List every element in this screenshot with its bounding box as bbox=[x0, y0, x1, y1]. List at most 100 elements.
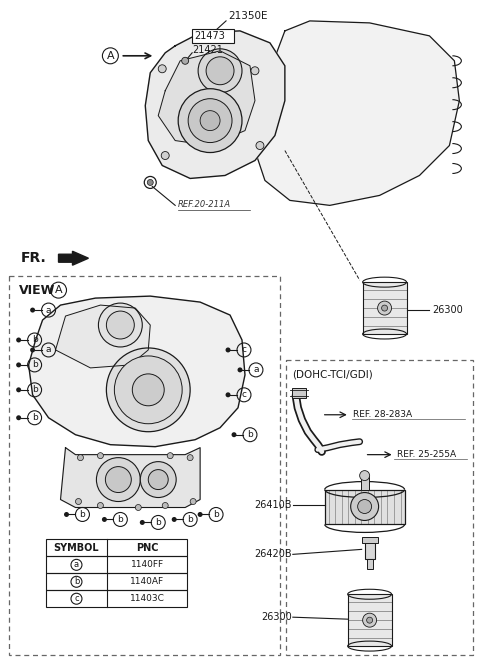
Circle shape bbox=[200, 111, 220, 130]
Circle shape bbox=[75, 498, 82, 504]
Text: A: A bbox=[55, 285, 62, 295]
Text: c: c bbox=[241, 345, 247, 355]
Polygon shape bbox=[255, 21, 459, 205]
Circle shape bbox=[107, 311, 134, 339]
Text: b: b bbox=[32, 385, 37, 394]
Text: b: b bbox=[247, 430, 253, 439]
Circle shape bbox=[231, 432, 237, 437]
Circle shape bbox=[64, 512, 69, 517]
Text: c: c bbox=[74, 595, 79, 603]
Bar bbox=[360, 476, 369, 490]
Bar bbox=[367, 559, 372, 569]
Circle shape bbox=[360, 470, 370, 480]
Circle shape bbox=[140, 520, 145, 525]
Text: a: a bbox=[253, 365, 259, 374]
Polygon shape bbox=[158, 51, 255, 146]
Circle shape bbox=[147, 180, 153, 186]
Text: b: b bbox=[156, 518, 161, 527]
Circle shape bbox=[226, 392, 230, 397]
Circle shape bbox=[97, 453, 103, 459]
Bar bbox=[361, 538, 378, 543]
Bar bbox=[363, 282, 407, 334]
Circle shape bbox=[97, 502, 103, 508]
Circle shape bbox=[238, 367, 242, 372]
Circle shape bbox=[251, 67, 259, 75]
Circle shape bbox=[162, 502, 168, 508]
Circle shape bbox=[188, 99, 232, 142]
Circle shape bbox=[114, 356, 182, 424]
Bar bbox=[286, 360, 473, 655]
Circle shape bbox=[256, 142, 264, 150]
Circle shape bbox=[135, 504, 141, 510]
Circle shape bbox=[206, 57, 234, 85]
Circle shape bbox=[106, 467, 132, 492]
Circle shape bbox=[158, 65, 166, 73]
Text: PNC: PNC bbox=[136, 543, 158, 553]
Text: 26420B: 26420B bbox=[254, 549, 292, 559]
Text: b: b bbox=[32, 361, 37, 369]
Bar bbox=[192, 29, 234, 43]
Circle shape bbox=[363, 613, 377, 627]
Circle shape bbox=[98, 303, 142, 347]
Circle shape bbox=[96, 458, 140, 502]
Text: 1140AF: 1140AF bbox=[130, 577, 164, 587]
Polygon shape bbox=[56, 305, 150, 368]
Text: (DOHC-TCI/GDI): (DOHC-TCI/GDI) bbox=[292, 370, 372, 380]
Circle shape bbox=[178, 89, 242, 152]
Bar bbox=[46, 556, 187, 573]
Polygon shape bbox=[29, 296, 245, 447]
Text: c: c bbox=[241, 390, 247, 399]
Text: 1140FF: 1140FF bbox=[131, 560, 164, 569]
Text: REF. 28-283A: REF. 28-283A bbox=[353, 410, 412, 420]
Bar bbox=[325, 490, 405, 524]
Text: b: b bbox=[74, 577, 79, 587]
Circle shape bbox=[226, 347, 230, 353]
Circle shape bbox=[148, 470, 168, 490]
Text: VIEW: VIEW bbox=[19, 284, 55, 297]
FancyArrow shape bbox=[59, 251, 88, 265]
Bar bbox=[365, 541, 374, 559]
Circle shape bbox=[16, 415, 21, 420]
Circle shape bbox=[132, 374, 164, 405]
Circle shape bbox=[77, 455, 84, 461]
Text: 21350E: 21350E bbox=[228, 11, 267, 21]
Circle shape bbox=[16, 337, 21, 343]
Circle shape bbox=[198, 49, 242, 93]
Text: REF.20-211A: REF.20-211A bbox=[178, 200, 231, 209]
Text: FR.: FR. bbox=[21, 251, 47, 265]
Text: 21473: 21473 bbox=[194, 31, 225, 41]
Circle shape bbox=[181, 57, 189, 64]
Text: 21421: 21421 bbox=[192, 45, 223, 55]
Bar bbox=[292, 388, 306, 398]
Text: 26300: 26300 bbox=[261, 612, 292, 622]
Text: a: a bbox=[74, 560, 79, 569]
Circle shape bbox=[187, 455, 193, 461]
Circle shape bbox=[167, 453, 173, 459]
Text: SYMBOL: SYMBOL bbox=[54, 543, 99, 553]
Circle shape bbox=[351, 492, 379, 520]
Polygon shape bbox=[60, 448, 200, 508]
Text: b: b bbox=[32, 413, 37, 422]
Text: b: b bbox=[213, 510, 219, 519]
Circle shape bbox=[358, 500, 372, 514]
Text: REF. 25-255A: REF. 25-255A bbox=[396, 450, 456, 459]
Text: b: b bbox=[187, 515, 193, 524]
Text: 26410B: 26410B bbox=[254, 500, 292, 510]
Circle shape bbox=[16, 387, 21, 392]
Circle shape bbox=[30, 307, 35, 313]
Bar bbox=[46, 539, 187, 556]
Text: a: a bbox=[46, 345, 51, 355]
Text: 26300: 26300 bbox=[432, 305, 463, 315]
Circle shape bbox=[190, 498, 196, 504]
Polygon shape bbox=[145, 31, 285, 178]
Text: b: b bbox=[32, 335, 37, 345]
Circle shape bbox=[102, 517, 107, 522]
Circle shape bbox=[198, 512, 203, 517]
Bar bbox=[9, 276, 280, 655]
Text: A: A bbox=[107, 51, 114, 61]
Bar bbox=[348, 595, 392, 646]
Bar bbox=[46, 591, 187, 607]
Text: b: b bbox=[80, 510, 85, 519]
Circle shape bbox=[172, 517, 177, 522]
Circle shape bbox=[107, 348, 190, 432]
